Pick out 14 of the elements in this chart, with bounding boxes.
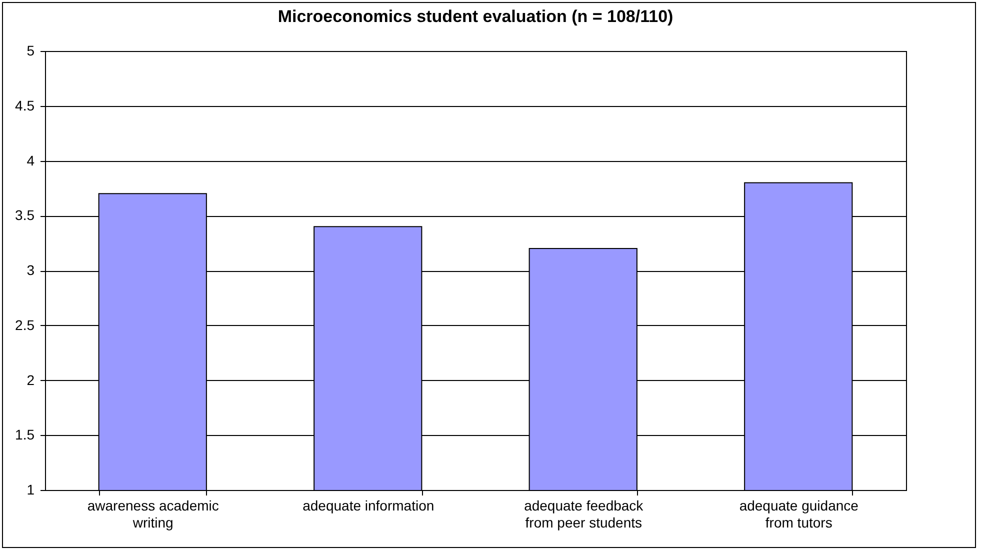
- x-tick-label: adequate information: [302, 498, 434, 514]
- y-tick-label: 3.5: [15, 207, 35, 224]
- x-tick-label: adequate guidance from tutors: [739, 498, 859, 530]
- y-tick-label: 2.5: [15, 316, 35, 333]
- y-tick-label: 4: [26, 152, 35, 168]
- y-tick-label: 2: [26, 372, 35, 388]
- x-tick-label: adequate feedback from peer students: [524, 498, 644, 530]
- y-tick-label: 1: [26, 482, 35, 498]
- y-tick-label: 4.5: [15, 97, 35, 114]
- y-tick-label: 5: [26, 42, 35, 58]
- y-tick-label: 1.5: [15, 426, 35, 443]
- y-tick-label: 3: [26, 262, 35, 278]
- chart-title: Microeconomics student evaluation (n = 108/110): [278, 7, 674, 26]
- x-tick-label: awareness academic writing: [87, 498, 219, 530]
